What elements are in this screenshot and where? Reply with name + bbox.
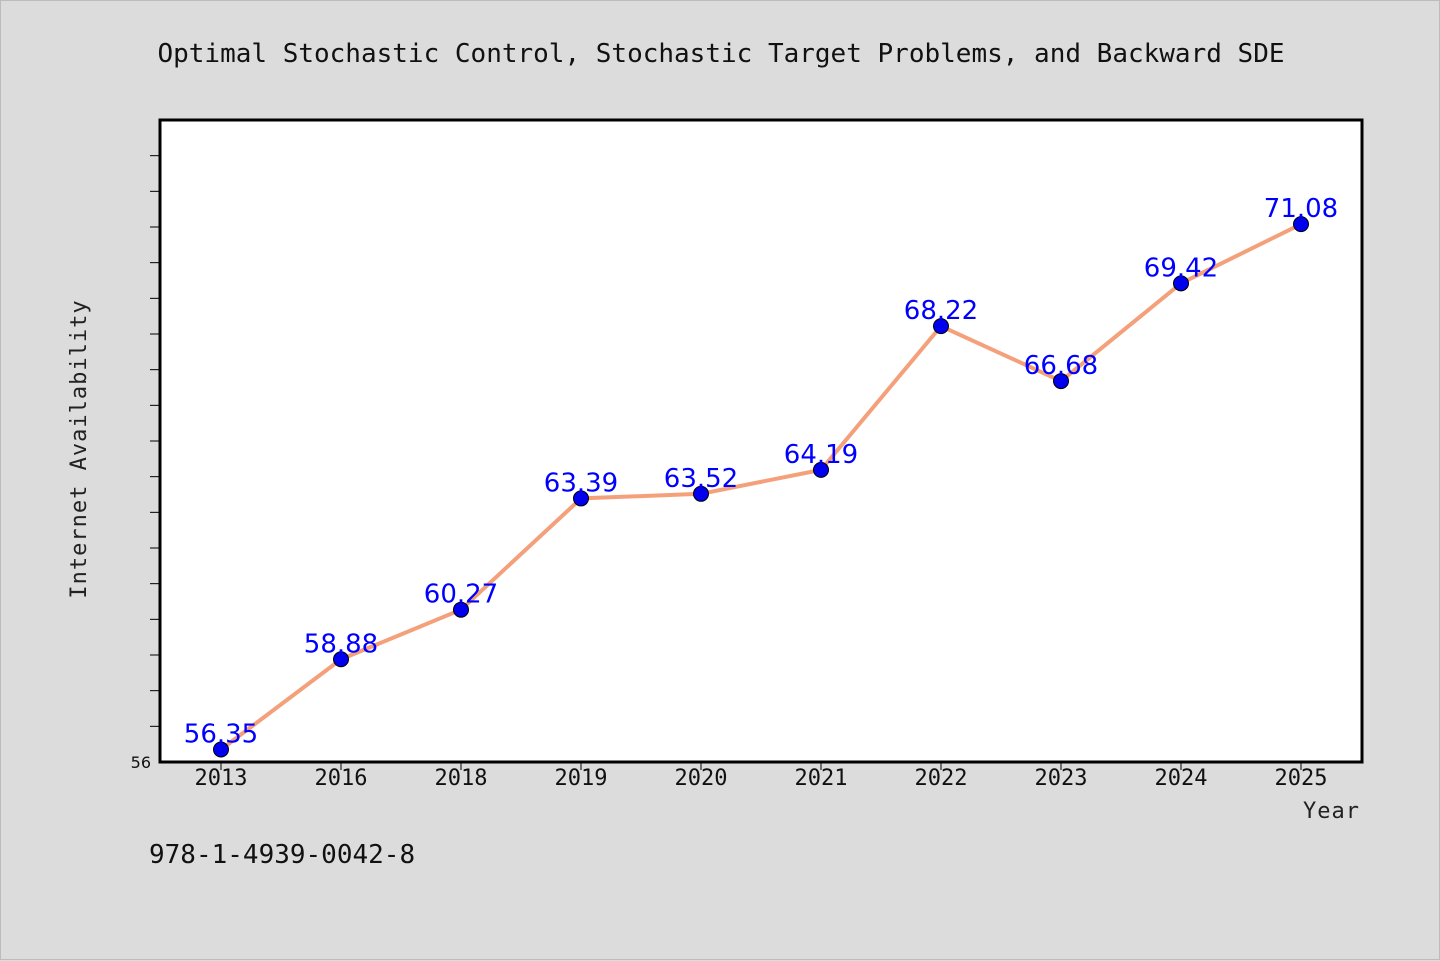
x-axis-ticks: 2013 2016 2018 2019 2020 2021 2022 2023 2024 2025 [195, 762, 1328, 791]
x-tick-label: 2020 [675, 766, 728, 791]
x-tick-label: 2021 [795, 766, 848, 791]
x-axis-label: Year [1303, 799, 1360, 824]
x-tick-label: 2024 [1155, 766, 1208, 791]
data-point [933, 318, 949, 335]
marker-group [213, 216, 1309, 758]
data-label: 63.52 [664, 464, 738, 494]
data-label: 60.27 [424, 580, 498, 610]
data-label: 58.88 [304, 629, 378, 659]
chart-title: Optimal Stochastic Control, Stochastic T… [157, 39, 1284, 69]
data-label: 66.68 [1024, 351, 1098, 381]
x-tick-label: 2019 [555, 766, 608, 791]
data-label: 69.42 [1144, 253, 1218, 283]
plot-area [158, 118, 1364, 764]
data-point [813, 461, 829, 478]
data-label: 68.22 [904, 296, 978, 326]
y-axis-ticks [150, 155, 160, 727]
data-point [333, 651, 349, 668]
data-label: 56.35 [184, 720, 258, 750]
data-point [693, 485, 709, 502]
y-tick-label-min: 56 [131, 753, 151, 772]
footer-isbn: 978-1-4939-0042-8 [149, 840, 415, 870]
x-tick-label: 2018 [435, 766, 488, 791]
series-line-group [219, 222, 1302, 752]
data-label: 63.39 [544, 468, 618, 498]
data-point [573, 490, 589, 507]
x-tick-label: 2025 [1275, 766, 1328, 791]
y-axis-label: Internet Availability [67, 299, 92, 598]
data-point [213, 741, 229, 758]
data-point [1293, 216, 1309, 233]
data-label-group: 56.35 58.88 60.27 63.39 63.52 64.19 68.22 66.68… [184, 194, 1338, 749]
x-tick-label: 2016 [315, 766, 368, 791]
x-tick-label: 2023 [1035, 766, 1088, 791]
data-point [453, 601, 469, 618]
x-tick-label: 2022 [915, 766, 968, 791]
data-point [1053, 373, 1069, 390]
data-label: 71.08 [1264, 194, 1338, 224]
data-point [1173, 275, 1189, 292]
series-line [219, 222, 1302, 752]
data-label: 64.19 [784, 440, 858, 470]
x-tick-label: 2013 [195, 766, 248, 791]
